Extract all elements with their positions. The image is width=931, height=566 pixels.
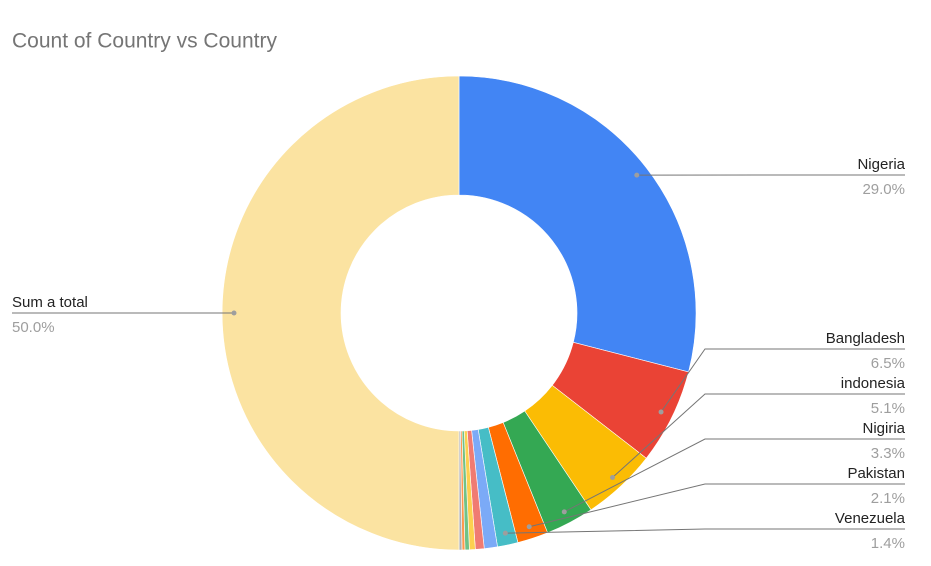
leader-line xyxy=(505,528,905,534)
slice-percent: 1.4% xyxy=(871,535,905,552)
chart-title: Count of Country vs Country xyxy=(12,30,277,53)
leader-dot xyxy=(658,409,664,415)
slice-percent: 6.5% xyxy=(871,355,905,372)
donut-slice xyxy=(458,75,697,373)
leader-dot xyxy=(561,509,567,515)
leader-line xyxy=(564,438,905,513)
slice-label: Nigiria xyxy=(862,420,905,437)
leader-line xyxy=(660,348,905,413)
slice-percent: 2.1% xyxy=(871,490,905,507)
slice-label: indonesia xyxy=(841,375,906,392)
slice-label: Venezuela xyxy=(835,510,906,527)
leader-dot xyxy=(526,524,532,530)
leader-dot xyxy=(231,310,237,316)
slice-percent: 3.3% xyxy=(871,445,905,462)
slice-label: Nigeria xyxy=(857,156,905,173)
slice-label: Pakistan xyxy=(847,465,905,482)
leader-line xyxy=(529,483,905,528)
slice-label: Bangladesh xyxy=(826,330,905,347)
leader-dot xyxy=(634,172,640,178)
slice-label: Sum a total xyxy=(12,294,88,311)
slice-percent: 29.0% xyxy=(862,181,905,198)
slice-percent: 5.1% xyxy=(871,400,905,417)
donut-slice xyxy=(221,75,460,551)
leader-dot xyxy=(610,475,616,481)
leader-line xyxy=(612,393,905,478)
leader-dot xyxy=(502,530,508,536)
slice-percent: 50.0% xyxy=(12,319,55,336)
